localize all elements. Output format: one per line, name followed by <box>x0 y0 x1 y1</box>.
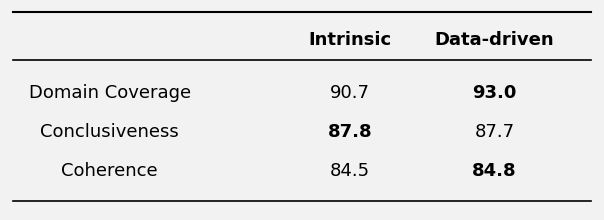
Text: 84.8: 84.8 <box>472 162 516 180</box>
Text: 84.5: 84.5 <box>330 162 370 180</box>
Text: Data-driven: Data-driven <box>435 31 554 50</box>
Text: 90.7: 90.7 <box>330 84 370 102</box>
Text: Coherence: Coherence <box>61 162 158 180</box>
Text: 87.7: 87.7 <box>474 123 515 141</box>
Text: Domain Coverage: Domain Coverage <box>28 84 191 102</box>
Text: Intrinsic: Intrinsic <box>309 31 391 50</box>
Text: 93.0: 93.0 <box>472 84 516 102</box>
Text: Conclusiveness: Conclusiveness <box>40 123 179 141</box>
Text: 87.8: 87.8 <box>328 123 373 141</box>
